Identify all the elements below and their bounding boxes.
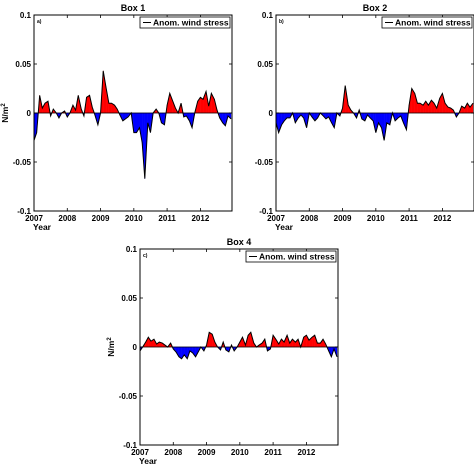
negative-anomaly-area <box>133 112 137 133</box>
x-tick-label: 2008 <box>58 214 76 223</box>
x-tick-label: 2012 <box>297 448 315 457</box>
x-tick-label: 2010 <box>231 448 249 457</box>
positive-anomaly-area <box>86 95 90 114</box>
x-tick-label: 2009 <box>334 214 352 223</box>
positive-anomaly-area <box>200 97 204 114</box>
positive-anomaly-area <box>417 103 421 114</box>
positive-anomaly-area <box>108 103 112 114</box>
y-tick-label: 0 <box>269 109 274 118</box>
y-tick-label: 0 <box>133 343 138 352</box>
x-tick-label: 2012 <box>191 214 209 223</box>
x-tick-label: 2007 <box>25 214 43 223</box>
y-tick-label: -0.05 <box>255 158 274 167</box>
y-tick-label: 0.1 <box>20 11 32 20</box>
x-tick-label: 2011 <box>264 448 282 457</box>
panel-label: c) <box>143 253 148 259</box>
chart-title: Box 1 <box>121 3 146 13</box>
y-tick-label: -0.05 <box>119 392 138 401</box>
x-tick-label: 2012 <box>433 214 451 223</box>
y-tick-label: 0.1 <box>262 11 274 20</box>
y-axis-label-superscript: 2 <box>1 103 7 107</box>
y-tick-label: 0.05 <box>257 60 273 69</box>
wind-stress-line <box>275 85 474 141</box>
x-tick-label: 2007 <box>267 214 285 223</box>
y-tick-label: 0 <box>27 109 32 118</box>
y-tick-label: -0.1 <box>17 207 31 216</box>
x-axis-label: Year <box>275 222 294 232</box>
x-axis-label: Year <box>33 222 52 232</box>
y-tick-label: 0.1 <box>126 245 138 254</box>
negative-anomaly-area <box>286 112 291 119</box>
y-tick-label: 0.05 <box>121 294 137 303</box>
x-tick-label: 2010 <box>125 214 143 223</box>
legend-box <box>245 250 337 263</box>
x-axis-label: Year <box>139 456 158 465</box>
y-tick-label: -0.1 <box>259 207 273 216</box>
panel-label: a) <box>37 19 42 25</box>
y-tick-label: 0.05 <box>15 60 31 69</box>
x-tick-label: 2009 <box>198 448 216 457</box>
x-tick-label: 2007 <box>131 448 149 457</box>
y-axis-label-unit: N/m <box>106 340 116 357</box>
legend-label: Anom. wind stress <box>153 18 229 28</box>
y-axis-label-unit: N/m <box>0 106 10 123</box>
x-tick-label: 2009 <box>92 214 110 223</box>
y-axis-label: N/m2 <box>0 103 10 123</box>
panel-box-2: 2007 2008 2009 2010 2011 2012 0.1 0.05 0 -0.05 -0.… <box>255 3 474 232</box>
x-tick-label: 2008 <box>164 448 182 457</box>
x-tick-label: 2011 <box>400 214 418 223</box>
legend-box <box>381 16 473 29</box>
x-tick-label: 2008 <box>300 214 318 223</box>
x-tick-label: 2011 <box>158 214 176 223</box>
y-tick-label: -0.05 <box>13 158 32 167</box>
wind-stress-line <box>33 70 232 179</box>
wind-stress-line <box>139 331 338 360</box>
y-tick-label: -0.1 <box>123 441 137 450</box>
chart-title: Box 2 <box>363 3 388 13</box>
positive-anomaly-area <box>317 342 321 348</box>
legend-label: Anom. wind stress <box>395 18 471 28</box>
panel-box-4: 2007 2008 2009 2010 2011 2012 0.1 0.05 0 -0.05 -0.… <box>106 237 339 465</box>
legend: Anom. wind stress <box>381 16 473 29</box>
legend-box <box>139 16 231 29</box>
x-tick-label: 2010 <box>367 214 385 223</box>
y-axis-label: N/m2 <box>106 337 116 357</box>
legend-label: Anom. wind stress <box>259 252 335 262</box>
legend: Anom. wind stress <box>245 250 337 263</box>
panel-label: b) <box>279 19 284 25</box>
chart-title: Box 4 <box>227 237 252 247</box>
panel-box-1: 2007 2008 2009 2010 2011 2012 0.1 0.05 0 -0.05 -0.… <box>0 3 233 232</box>
legend: Anom. wind stress <box>139 16 231 29</box>
y-axis-label-superscript: 2 <box>107 337 113 341</box>
